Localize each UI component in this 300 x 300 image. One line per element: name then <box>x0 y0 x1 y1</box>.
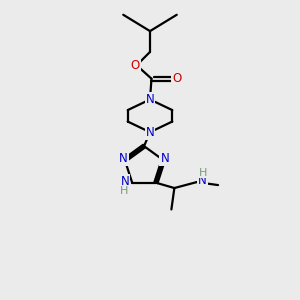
Text: N: N <box>198 174 207 187</box>
Text: N: N <box>121 175 129 188</box>
Text: N: N <box>160 152 169 165</box>
Text: N: N <box>146 126 154 139</box>
Text: H: H <box>120 186 128 196</box>
Text: N: N <box>119 152 128 165</box>
Text: N: N <box>146 93 154 106</box>
Text: O: O <box>172 72 182 85</box>
Text: H: H <box>198 168 207 178</box>
Text: O: O <box>130 59 140 72</box>
